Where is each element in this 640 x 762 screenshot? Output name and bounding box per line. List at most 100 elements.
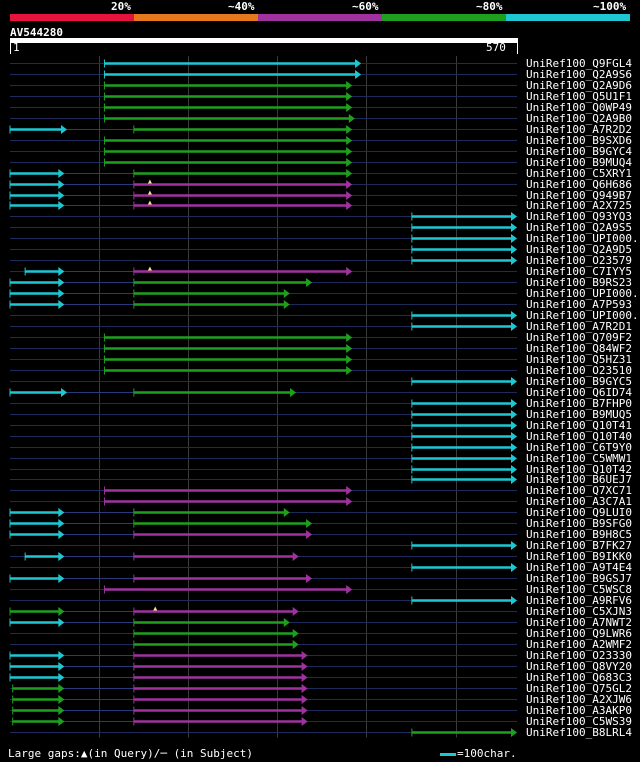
scale-swatch-icon bbox=[440, 752, 456, 756]
hit-arrow-icon bbox=[511, 234, 517, 243]
hit-label[interactable]: UniRef100_A7NWT2 bbox=[526, 615, 632, 629]
hit-arrow-icon bbox=[58, 706, 65, 715]
hit-label[interactable]: UniRef100_Q6H686 bbox=[526, 177, 632, 191]
hit-label[interactable]: UniRef100_Q2A9D5 bbox=[526, 242, 632, 256]
hit-arrow-icon bbox=[511, 432, 517, 441]
hit-label[interactable]: UniRef100_C5XJN3 bbox=[526, 604, 632, 618]
legend-bar-3 bbox=[258, 14, 382, 21]
hit-label[interactable]: UniRef100_B9RS23 bbox=[526, 275, 632, 289]
hit-label[interactable]: UniRef100_B9MUQ4 bbox=[526, 155, 632, 169]
legend-bar-4 bbox=[382, 14, 506, 21]
hit-label[interactable]: UniRef100_A3AKP0 bbox=[526, 703, 632, 717]
hit-arrow-icon bbox=[511, 410, 517, 419]
query-start-label: 1 bbox=[13, 41, 20, 54]
hit-arrow-icon bbox=[511, 322, 517, 331]
hit-label[interactable]: UniRef100_A3C7A1 bbox=[526, 494, 632, 508]
hit-label[interactable]: UniRef100_Q6ID74 bbox=[526, 385, 632, 399]
hit-label[interactable]: UniRef100_Q2A9D6 bbox=[526, 78, 632, 92]
hit-label[interactable]: UniRef100_Q10T42 bbox=[526, 462, 632, 476]
hit-label[interactable]: UniRef100_O23330 bbox=[526, 648, 632, 662]
hit-label[interactable]: UniRef100_B9GYC5 bbox=[526, 374, 632, 388]
hit-arrow-icon bbox=[292, 552, 299, 561]
hit-label[interactable]: UniRef100_A2XJW6 bbox=[526, 692, 632, 706]
hit-label[interactable]: UniRef100_UPI000.. bbox=[526, 286, 640, 300]
query-gap-icon bbox=[147, 200, 152, 205]
hit-arrow-icon bbox=[346, 147, 353, 156]
hit-arrow-icon bbox=[511, 223, 517, 232]
hit-label[interactable]: UniRef100_Q949B7 bbox=[526, 188, 632, 202]
hit-label[interactable]: UniRef100_Q2A9S6 bbox=[526, 67, 632, 81]
hit-label[interactable]: UniRef100_B7FHP0 bbox=[526, 396, 632, 410]
hit-label[interactable]: UniRef100_UPI000.. bbox=[526, 308, 640, 322]
hit-label[interactable]: UniRef100_B8LRL4 bbox=[526, 725, 632, 739]
hit-label[interactable]: UniRef100_Q5U1F1 bbox=[526, 89, 632, 103]
hit-label[interactable]: UniRef100_B9MUQ5 bbox=[526, 407, 632, 421]
hit-label[interactable]: UniRef100_C5WS39 bbox=[526, 714, 632, 728]
hit-label[interactable]: UniRef100_B9IKK0 bbox=[526, 549, 632, 563]
hit-arrow-icon bbox=[58, 201, 65, 210]
hit-label[interactable]: UniRef100_O23579 bbox=[526, 253, 632, 267]
query-name: AV544280 bbox=[10, 26, 63, 39]
hit-arrow-icon bbox=[301, 695, 308, 704]
hit-arrow-icon bbox=[511, 256, 517, 265]
hit-label[interactable]: UniRef100_A9RFV6 bbox=[526, 593, 632, 607]
hit-label[interactable]: UniRef100_Q683C3 bbox=[526, 670, 632, 684]
query-gap-icon bbox=[153, 606, 158, 611]
query-end-tick bbox=[517, 43, 518, 54]
legend-label-1: 20% bbox=[111, 0, 131, 13]
query-start-tick bbox=[10, 43, 11, 54]
hit-label[interactable]: UniRef100_C7IYY5 bbox=[526, 264, 632, 278]
hit-label[interactable]: UniRef100_B9H8C5 bbox=[526, 527, 632, 541]
hit-label[interactable]: UniRef100_Q10T41 bbox=[526, 418, 632, 432]
hit-arrow-icon bbox=[58, 695, 65, 704]
hit-label[interactable]: UniRef100_UPI000.. bbox=[526, 231, 640, 245]
hit-label[interactable]: UniRef100_Q2A9B0 bbox=[526, 111, 632, 125]
hit-arrow-icon bbox=[511, 596, 517, 605]
query-bar bbox=[10, 38, 518, 43]
hit-label[interactable]: UniRef100_B9GYC4 bbox=[526, 144, 632, 158]
hit-label[interactable]: UniRef100_C5XRY1 bbox=[526, 166, 632, 180]
hit-arrow-icon bbox=[58, 267, 65, 276]
hit-label[interactable]: UniRef100_A2WMF2 bbox=[526, 637, 632, 651]
hit-label[interactable]: UniRef100_Q9LUI0 bbox=[526, 505, 632, 519]
hit-label[interactable]: UniRef100_Q93YQ3 bbox=[526, 209, 632, 223]
hit-label[interactable]: UniRef100_C6T9Y0 bbox=[526, 440, 632, 454]
hit-arrow-icon bbox=[306, 530, 313, 539]
hit-label[interactable]: UniRef100_Q10T40 bbox=[526, 429, 632, 443]
hit-arrow-icon bbox=[346, 201, 353, 210]
hit-arrow-icon bbox=[346, 585, 353, 594]
hit-label[interactable]: UniRef100_B7FK27 bbox=[526, 538, 632, 552]
hit-arrow-icon bbox=[346, 333, 353, 342]
hit-label[interactable]: UniRef100_Q84WF2 bbox=[526, 341, 632, 355]
hit-label[interactable]: UniRef100_B9SFG0 bbox=[526, 516, 632, 530]
hit-arrow-icon bbox=[283, 300, 290, 309]
hit-label[interactable]: UniRef100_Q0WP49 bbox=[526, 100, 632, 114]
hit-label[interactable]: UniRef100_B6UEJ7 bbox=[526, 472, 632, 486]
hit-label[interactable]: UniRef100_Q9LWR6 bbox=[526, 626, 632, 640]
hit-arrow-icon bbox=[58, 618, 65, 627]
hit-label[interactable]: UniRef100_Q7XC71 bbox=[526, 483, 632, 497]
hit-label[interactable]: UniRef100_B9SXD6 bbox=[526, 133, 632, 147]
hit-label[interactable]: UniRef100_Q75GL2 bbox=[526, 681, 632, 695]
hit-label[interactable]: UniRef100_C5WSC8 bbox=[526, 582, 632, 596]
hit-label[interactable]: UniRef100_Q9FGL4 bbox=[526, 56, 632, 70]
hit-label[interactable]: UniRef100_O23510 bbox=[526, 363, 632, 377]
hit-label[interactable]: UniRef100_A2X725 bbox=[526, 198, 632, 212]
hit-arrow-icon bbox=[346, 158, 353, 167]
hit-label[interactable]: UniRef100_Q709F2 bbox=[526, 330, 632, 344]
hit-label[interactable]: UniRef100_A9T4E4 bbox=[526, 560, 632, 574]
hit-arrow-icon bbox=[346, 267, 353, 276]
hit-label[interactable]: UniRef100_C5WMW1 bbox=[526, 451, 632, 465]
hit-label[interactable]: UniRef100_A7R2D2 bbox=[526, 122, 632, 136]
hit-label[interactable]: UniRef100_Q8VY20 bbox=[526, 659, 632, 673]
query-gap-icon bbox=[147, 266, 152, 271]
hit-label[interactable]: UniRef100_Q2A9S5 bbox=[526, 220, 632, 234]
hit-label[interactable]: UniRef100_B9GSJ7 bbox=[526, 571, 632, 585]
hit-arrow-icon bbox=[355, 59, 362, 68]
hit-label[interactable]: UniRef100_A7R2D1 bbox=[526, 319, 632, 333]
hit-label[interactable]: UniRef100_A7P593 bbox=[526, 297, 632, 311]
hit-arrow-icon bbox=[58, 574, 65, 583]
hit-label[interactable]: UniRef100_Q5HZ31 bbox=[526, 352, 632, 366]
hit-arrow-icon bbox=[292, 640, 299, 649]
hit-arrow-icon bbox=[301, 651, 308, 660]
